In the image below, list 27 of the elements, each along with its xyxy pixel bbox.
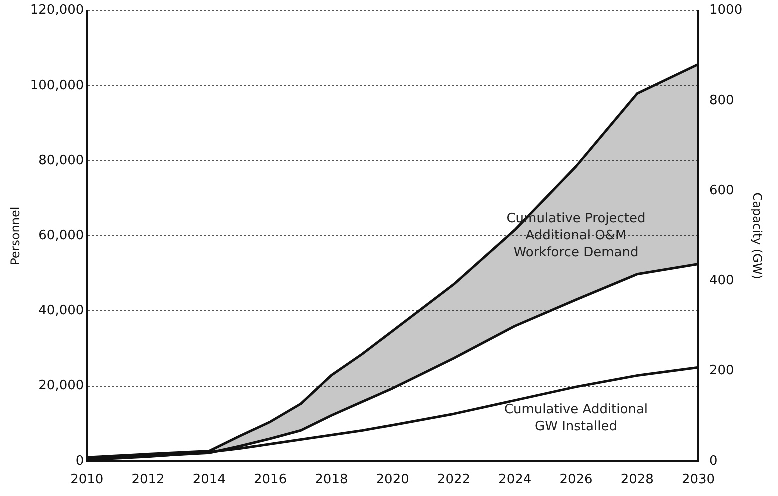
y-tick-label: 40,000 bbox=[38, 304, 84, 319]
y2-tick-label: 200 bbox=[710, 364, 734, 379]
x-tick-label: 2028 bbox=[620, 472, 654, 488]
x-tick-label: 2020 bbox=[376, 472, 410, 488]
annotation: Cumulative Additional GW Installed bbox=[504, 402, 648, 434]
x-tick-label: 2012 bbox=[132, 472, 165, 488]
x-tick-label: 2014 bbox=[192, 472, 226, 488]
y2-tick-label: 800 bbox=[710, 93, 734, 108]
y2-axis-title: Capacity (GW) bbox=[750, 192, 765, 280]
x-tick-label: 2024 bbox=[498, 472, 532, 488]
y-axis-title: Personnel bbox=[8, 206, 22, 266]
x-tick-label: 2030 bbox=[682, 472, 716, 488]
y-tick-label: 20,000 bbox=[38, 378, 84, 394]
y-tick-label: 0 bbox=[76, 454, 84, 469]
y-tick-label: 80,000 bbox=[38, 153, 84, 168]
y-tick-label: 60,000 bbox=[38, 228, 84, 244]
y2-tick-label: 600 bbox=[710, 183, 734, 198]
x-tick-label: 2026 bbox=[560, 472, 593, 488]
y-tick-label: 100,000 bbox=[30, 78, 84, 94]
x-tick-label: 2010 bbox=[70, 472, 104, 488]
x-tick-label: 2018 bbox=[315, 472, 348, 488]
x-tick-label: 2022 bbox=[437, 472, 471, 488]
y2-tick-label: 400 bbox=[710, 274, 734, 289]
y2-tick-label: 0 bbox=[710, 454, 718, 469]
x-tick-label: 2016 bbox=[254, 472, 288, 488]
y-tick-label: 120,000 bbox=[30, 3, 84, 18]
y2-tick-label: 1000 bbox=[710, 3, 743, 18]
